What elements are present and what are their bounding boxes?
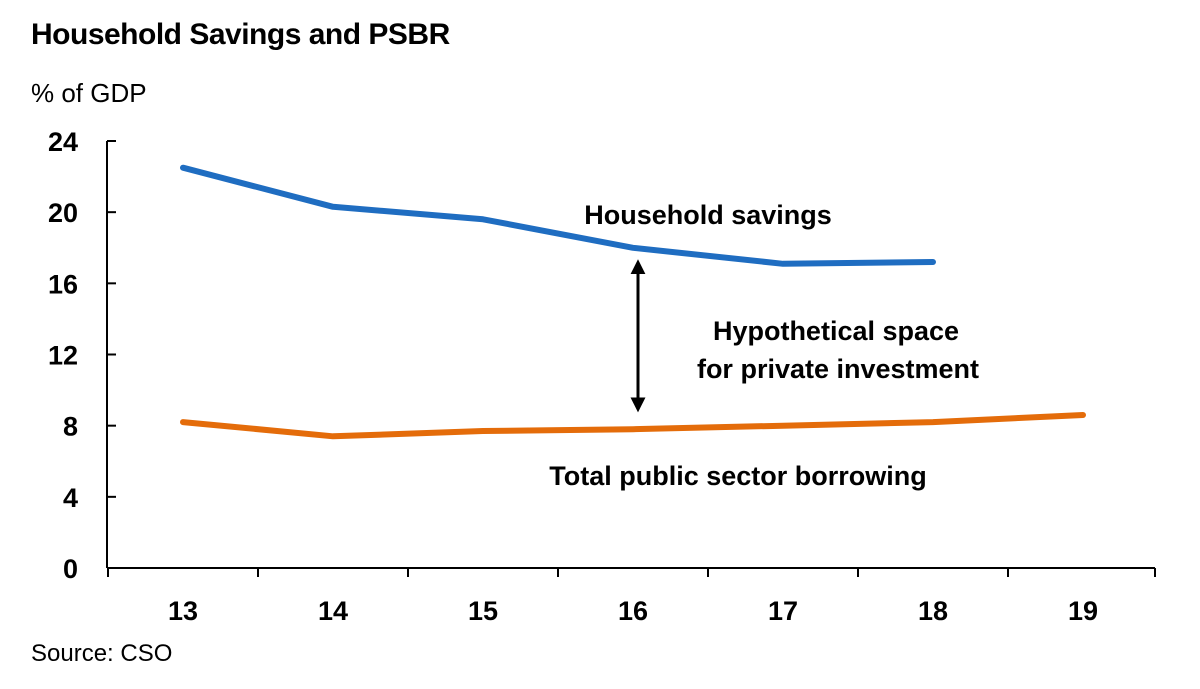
series-lines	[180, 164, 1086, 440]
data-point	[182, 167, 184, 169]
y-tick-label: 12	[48, 341, 78, 371]
annotation-text: for private investment	[697, 354, 979, 384]
data-point	[932, 421, 934, 423]
y-axis-label: % of GDP	[31, 78, 147, 108]
data-point	[482, 218, 484, 220]
annotation-text: Hypothetical space	[713, 316, 959, 346]
y-tick-label: 24	[48, 127, 78, 157]
series-label: Household savings	[584, 200, 832, 230]
x-tick-label: 16	[618, 596, 648, 626]
data-point	[1082, 414, 1084, 416]
x-tick-label: 15	[468, 596, 498, 626]
series-line-0	[180, 164, 936, 267]
data-point	[332, 206, 334, 208]
chart-title: Household Savings and PSBR	[31, 18, 450, 51]
data-point	[182, 421, 184, 423]
data-point	[332, 435, 334, 437]
data-point	[482, 430, 484, 432]
x-tick-label: 14	[318, 596, 348, 626]
y-tick-label: 16	[48, 269, 78, 299]
series-line-1	[180, 412, 1086, 440]
x-tick-label: 17	[768, 596, 798, 626]
x-tick-label: 18	[918, 596, 948, 626]
y-tick-label: 4	[63, 483, 78, 513]
y-tick-label: 8	[63, 412, 78, 442]
annotations: Household savings Total public sector bor…	[549, 200, 979, 491]
x-tick-label: 13	[168, 596, 198, 626]
data-point	[932, 261, 934, 263]
y-tick-label: 0	[63, 554, 78, 584]
y-tick-label: 20	[48, 198, 78, 228]
source-note: Source: CSO	[31, 640, 173, 667]
data-point	[632, 428, 634, 430]
series-label: Total public sector borrowing	[549, 461, 927, 491]
x-tick-label: 19	[1068, 596, 1098, 626]
data-point	[782, 425, 784, 427]
axes: 0 4 8 12 16 20 24 13 14 15 16 17 18 19	[48, 127, 1156, 626]
data-point	[632, 247, 634, 249]
data-point	[782, 263, 784, 265]
